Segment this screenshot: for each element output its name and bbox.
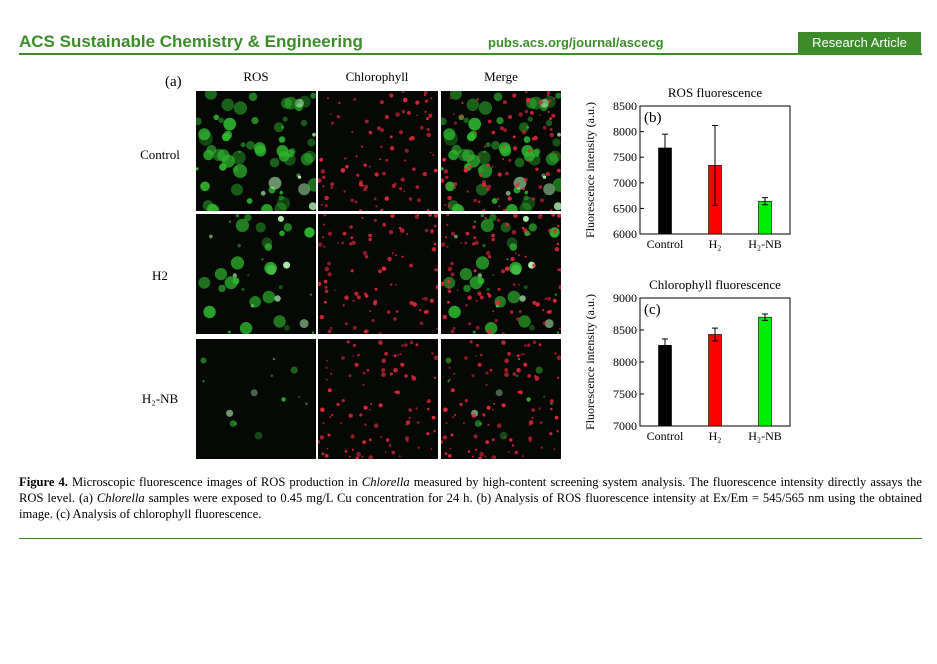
journal-url[interactable]: pubs.acs.org/journal/ascecg [488,35,664,50]
column-label-ros: ROS [243,69,269,84]
article-type-badge: Research Article [798,32,921,54]
y-tick-label: 7500 [613,387,637,401]
panel-a-label: (a) [165,74,182,90]
y-tick-label: 8500 [613,99,637,113]
x-tick-label: H₂ [709,237,722,251]
y-tick-label: 7000 [613,419,637,433]
journal-title: ACS Sustainable Chemistry & Engineering [19,32,363,51]
y-tick-label: 8500 [613,323,637,337]
micrograph-control-chlorophyll [318,91,438,211]
micrograph-h2-chlorophyll [318,214,438,334]
y-tick-label: 8000 [613,355,637,369]
row-label-control: Control [140,147,180,162]
caption-italic-2: Chlorella [96,491,145,505]
header-rule [19,53,922,55]
panel-label: (b) [644,110,662,126]
y-tick-label: 7000 [613,176,637,190]
x-tick-label: H₂ [709,429,722,443]
y-tick-label: 9000 [613,291,637,305]
chart-b-ros-fluorescence: ROS fluorescence (b) Fluorescence intensit… [583,85,791,251]
x-tick-label: Control [647,237,684,251]
row-label-h2: H2 [152,268,168,283]
micrograph-control-ros [196,91,316,211]
x-tick-label: H₂-NB [748,237,782,251]
bar-2 [758,200,772,235]
panel-label: (c) [644,302,661,318]
bar-2 [758,316,772,427]
row-label-h2-nb: H₂-NB [141,391,179,406]
column-label-chlorophyll: Chlorophyll [345,69,409,84]
footer-rule [19,538,922,539]
micrograph-h2-nb-merge [441,339,561,459]
bar-1 [708,334,722,427]
x-tick-label: Control [647,429,684,443]
micrograph-control-merge [441,91,561,211]
column-label-merge: Merge [484,69,518,84]
y-tick-label: 7500 [613,150,637,164]
chart-c-chlorophyll-fluorescence: Chlorophyll fluorescence (c) Fluorescence … [583,277,791,443]
micrograph-h2-nb-ros [196,339,316,459]
micrograph-h2-merge [441,214,561,334]
caption-text-1: Microscopic fluorescence images of ROS p… [67,475,362,489]
x-tick-label: H₂-NB [748,429,782,443]
caption-text-2: measured by high-content screening syste… [19,475,922,505]
y-tick-label: 6000 [613,227,637,241]
y-tick-label: 8000 [613,125,637,139]
figure-caption: Figure 4. Microscopic fluorescence image… [19,474,922,522]
bar-0 [658,345,672,427]
y-axis-label: Fluorescence intensity (a.u.) [583,294,597,430]
micrograph-h2-ros [196,214,316,334]
micrograph-h2-nb-chlorophyll [318,339,438,459]
chart-title: Chlorophyll fluorescence [649,277,781,292]
chart-title: ROS fluorescence [668,85,762,100]
y-tick-label: 6500 [613,201,637,215]
y-axis-label: Fluorescence intensity (a.u.) [583,102,597,238]
caption-text-3: samples were exposed to 0.45 mg/L Cu con… [19,491,922,521]
caption-label: Figure 4. [19,475,68,489]
caption-italic-1: Chlorella [361,475,410,489]
